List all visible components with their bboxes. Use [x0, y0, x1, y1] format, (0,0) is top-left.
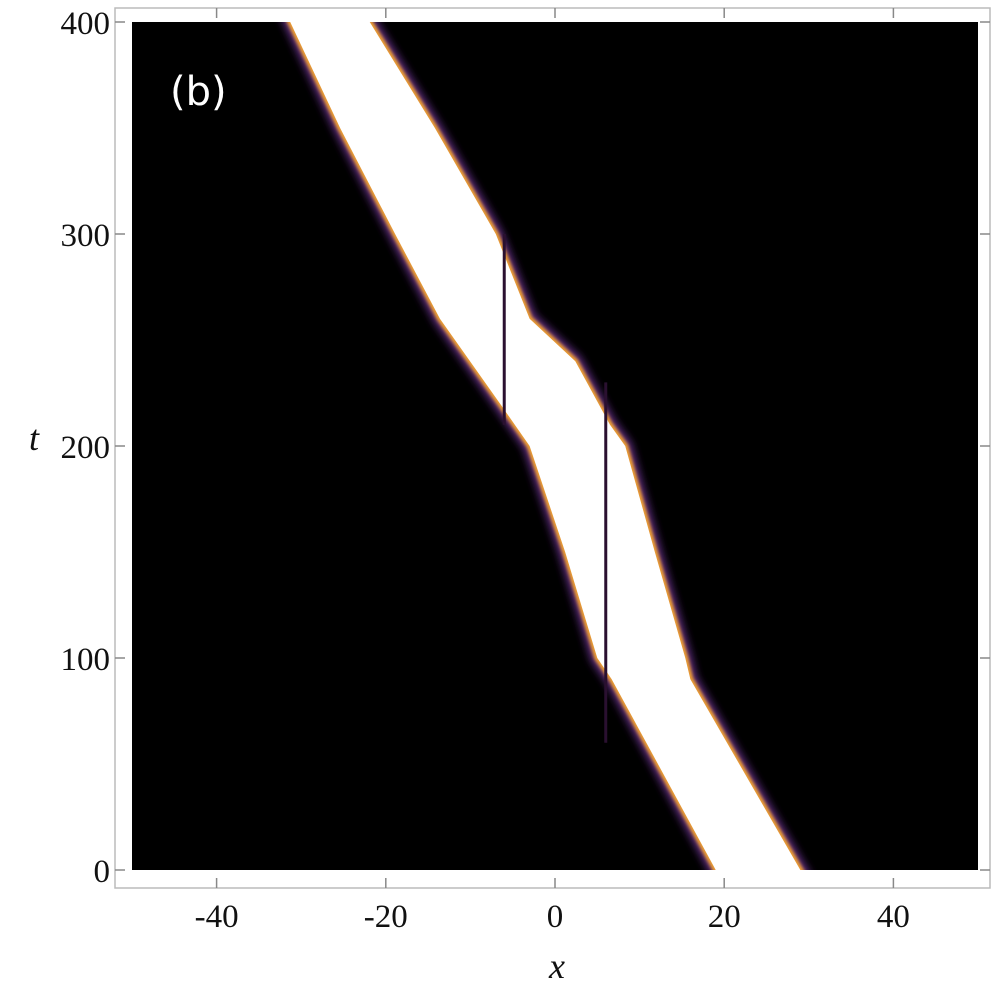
y-tick-label: 300 — [61, 218, 111, 254]
x-tick-label: 40 — [877, 899, 910, 935]
y-tick-label: 400 — [61, 6, 111, 42]
annotation: (b) — [170, 69, 227, 115]
x-tick-label: 20 — [708, 899, 741, 935]
y-tick-label: 100 — [61, 642, 111, 678]
frame — [114, 7, 991, 889]
x-tick-label: -40 — [195, 899, 239, 935]
x-axis-label: x — [548, 946, 565, 986]
y-axis-label: t — [29, 418, 40, 458]
y-tick-label: 200 — [61, 430, 111, 466]
x-tick-label: -20 — [364, 899, 408, 935]
plot-area — [132, 22, 978, 870]
y-tick-label: 0 — [94, 854, 111, 890]
x-tick-label: 0 — [547, 899, 564, 935]
band — [290, 22, 801, 870]
